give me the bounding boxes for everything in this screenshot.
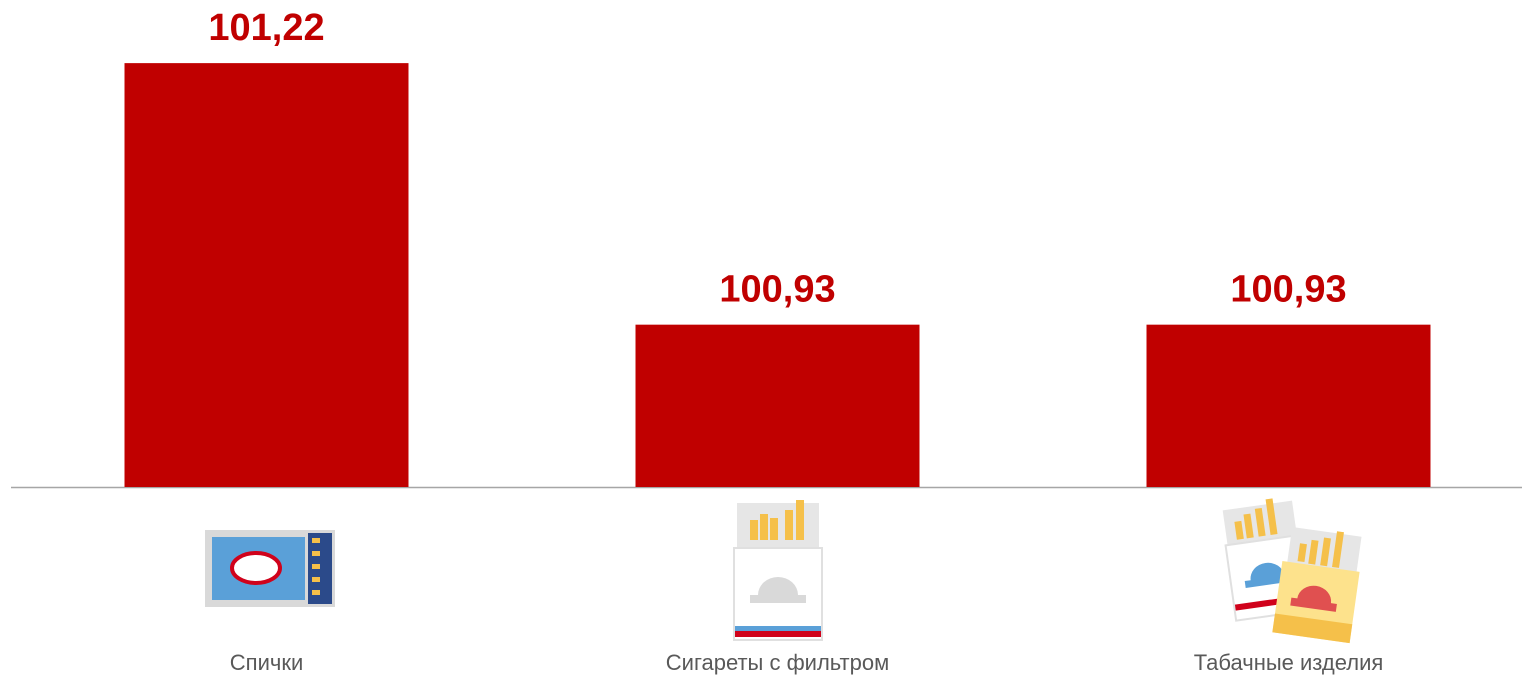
cigarette-packs-icon	[1222, 498, 1362, 644]
value-label: 100,93	[719, 269, 835, 311]
value-label: 101,22	[208, 7, 324, 49]
matchbox-icon	[205, 530, 335, 607]
cigarette-pack-icon	[733, 500, 823, 641]
category-label: Сигареты с фильтром	[666, 650, 889, 675]
category-label: Табачные изделия	[1194, 650, 1384, 675]
bar	[635, 324, 920, 487]
category-label: Спички	[230, 650, 303, 675]
value-label: 100,93	[1230, 269, 1346, 311]
bar	[1146, 324, 1431, 487]
bar	[124, 63, 409, 487]
